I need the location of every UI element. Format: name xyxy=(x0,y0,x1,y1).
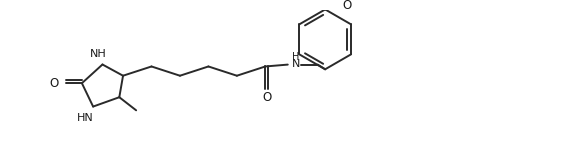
Text: O: O xyxy=(49,77,59,90)
Text: H: H xyxy=(292,52,299,62)
Text: HN: HN xyxy=(77,113,94,123)
Text: O: O xyxy=(342,0,351,12)
Text: O: O xyxy=(262,91,271,104)
Text: NH: NH xyxy=(90,49,107,59)
Text: N: N xyxy=(292,59,300,69)
